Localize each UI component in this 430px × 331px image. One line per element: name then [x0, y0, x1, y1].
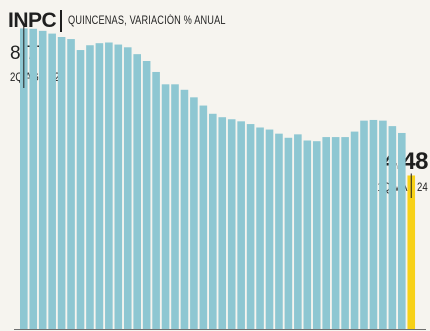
bar-28 [275, 133, 283, 329]
start-value-label: 8.77 [10, 43, 47, 64]
bar-15 [152, 71, 160, 329]
bar-25 [246, 124, 255, 329]
bar-42 [407, 175, 416, 329]
bar-31 [303, 140, 312, 329]
bar-11 [114, 44, 123, 330]
bar-30 [294, 134, 302, 329]
bar-1 [20, 28, 28, 329]
chart-title-row: INPC QUINCENAS, VARIACIÓN % ANUAL [8, 8, 265, 34]
bar-19 [190, 97, 198, 329]
bar-4 [48, 33, 56, 330]
chart-subtitle: QUINCENAS, VARIACIÓN % ANUAL [67, 15, 226, 27]
bar-24 [237, 121, 245, 329]
bar-6 [67, 39, 75, 329]
bar-27 [265, 129, 274, 329]
bar-7 [76, 50, 85, 329]
bar-37 [360, 120, 368, 329]
bar-5 [57, 37, 66, 329]
bar-38 [369, 119, 378, 329]
bar-33 [322, 137, 330, 329]
bar-12 [123, 47, 132, 329]
bar-29 [284, 137, 293, 329]
title-separator [60, 10, 62, 32]
bar-41 [398, 132, 406, 329]
bar-26 [256, 127, 264, 330]
bar-13 [133, 54, 141, 330]
bar-10 [105, 42, 113, 329]
bar-23 [227, 119, 236, 329]
bar-34 [331, 137, 340, 329]
bar-2 [29, 28, 38, 329]
bar-22 [218, 117, 227, 330]
bar-21 [209, 113, 217, 329]
bar-8 [86, 45, 94, 330]
bar-18 [180, 89, 189, 329]
bar-40 [388, 126, 397, 330]
bar-39 [379, 120, 387, 329]
bar-9 [95, 43, 104, 330]
bar-3 [38, 30, 47, 330]
bar-17 [171, 84, 179, 329]
bar-20 [199, 105, 208, 329]
chart-title: INPC [8, 9, 57, 32]
bar-35 [341, 137, 349, 329]
bar-16 [161, 84, 170, 329]
bar-32 [312, 141, 321, 329]
bar-36 [350, 131, 359, 329]
bar-14 [142, 61, 151, 329]
